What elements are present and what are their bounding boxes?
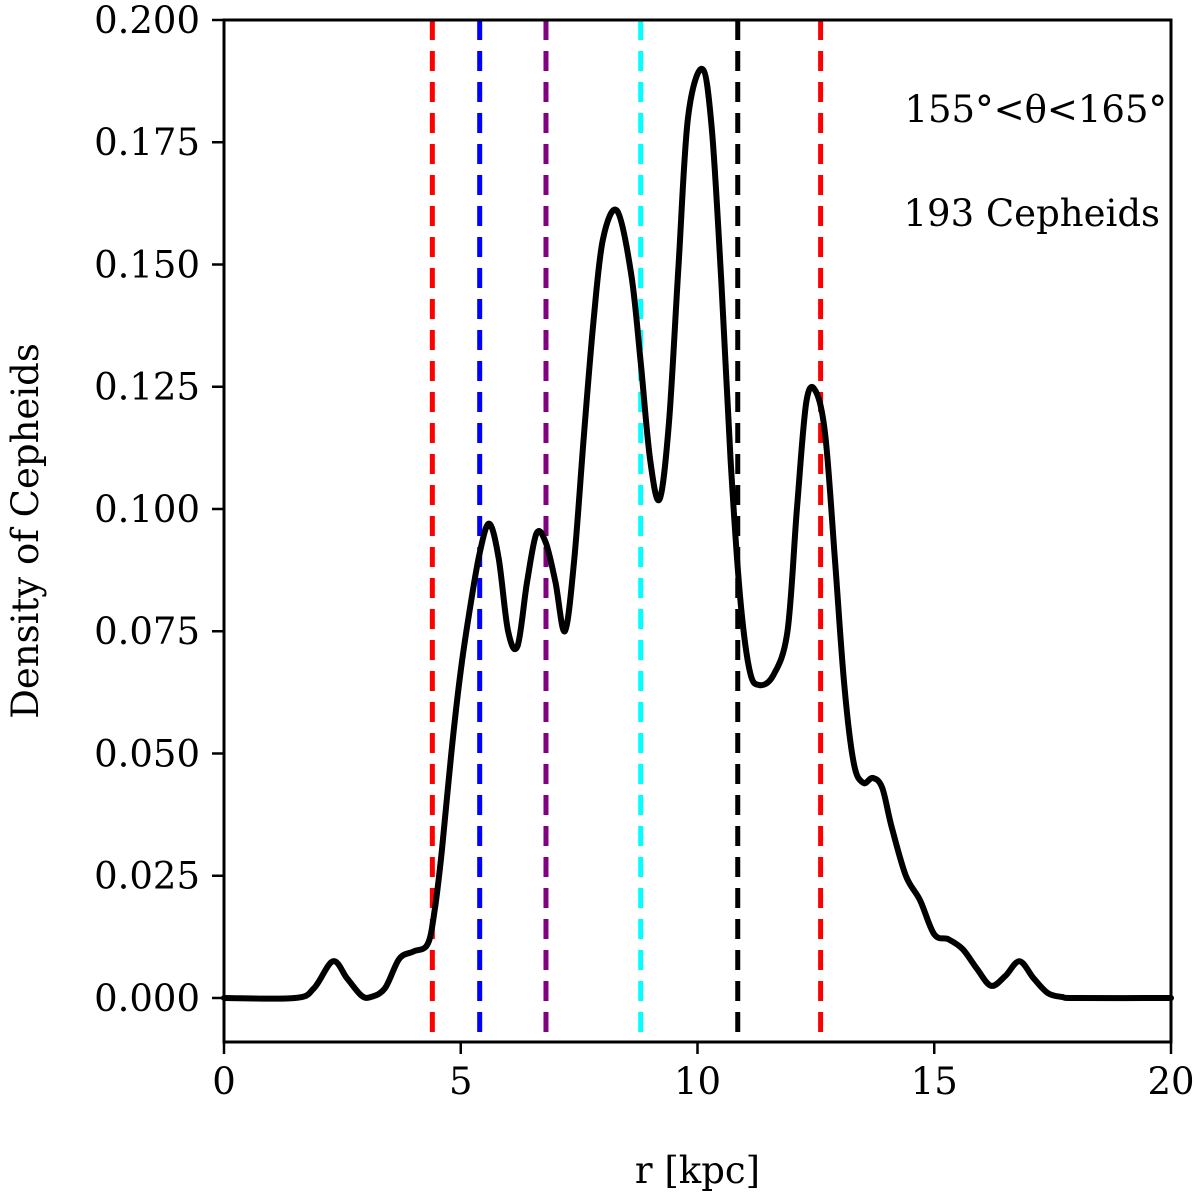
x-axis-label: r [kpc] [635,1149,760,1192]
y-tick-label: 0.125 [94,366,200,409]
x-tick-label: 0 [212,1060,236,1103]
y-tick-label: 0.025 [94,855,200,898]
y-tick-label: 0.175 [94,121,200,164]
y-tick-label: 0.150 [94,243,200,286]
x-axis-ticks: 0 5 10 15 20 [212,1042,1195,1103]
y-tick-label: 0.100 [94,488,200,531]
y-axis-label: Density of Cepheids [4,343,47,719]
angle-range-annotation: 155°<θ<165° [904,88,1167,131]
cepheid-count-annotation: 193 Cepheids [903,192,1160,235]
density-series [221,65,1174,1002]
x-tick-label: 15 [911,1060,958,1103]
reference-lines [429,20,824,1042]
plot-frame [222,18,1173,1044]
y-tick-label: 0.050 [94,732,200,775]
density-curve [221,65,1174,1002]
y-tick-label: 0.200 [94,0,200,42]
x-tick-label: 20 [1147,1060,1194,1103]
x-tick-label: 10 [674,1060,721,1103]
y-tick-label: 0.075 [94,610,200,653]
x-tick-label: 5 [449,1060,473,1103]
y-tick-label: 0.000 [94,977,200,1020]
y-axis-ticks: 0.000 0.025 0.050 0.075 0.100 0.125 0.150 0.175… [94,0,224,1020]
